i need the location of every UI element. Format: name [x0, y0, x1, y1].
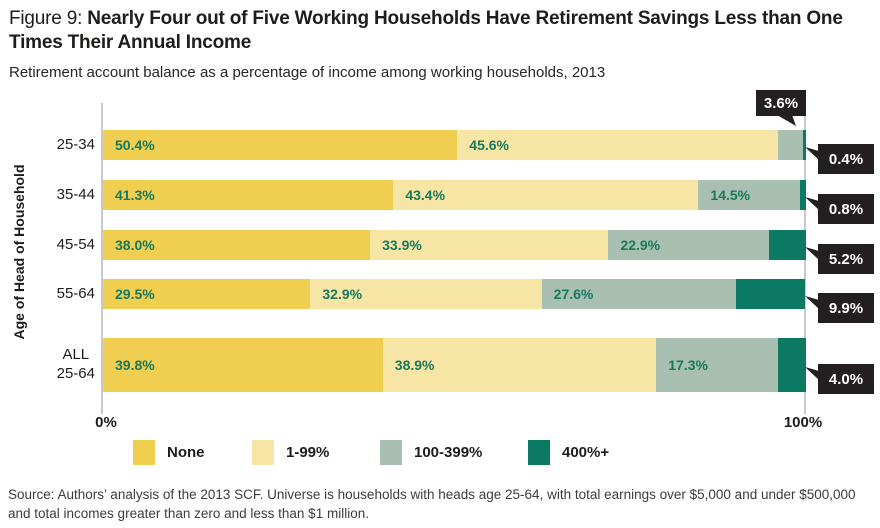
legend-label: None [167, 444, 205, 461]
bar-segment-1-99: 38.9% [382, 338, 657, 392]
segment-value-label: 22.9% [620, 237, 661, 253]
source-note: Source: Authors’ analysis of the 2013 SC… [8, 487, 856, 522]
legend-item-None: None [133, 440, 205, 465]
legend-label: 100-399% [414, 444, 483, 461]
segment-value-label: 14.5% [710, 187, 751, 203]
bar-segment-None: 29.5% [103, 279, 311, 309]
bar-segment-1-99: 45.6% [457, 130, 778, 160]
callout-pointer-icon [805, 367, 819, 380]
legend-swatch-icon [380, 440, 402, 465]
category-label: ALL 25-64 [15, 345, 95, 383]
segment-value-label: 29.5% [115, 286, 155, 302]
bar-segment-400+ [803, 130, 806, 160]
segment-value-label: 32.9% [322, 286, 363, 302]
segment-value-label: 17.3% [668, 357, 708, 373]
bar-segment-400+ [800, 180, 806, 210]
bar-row: 39.8% 38.9% 17.3% [103, 338, 806, 392]
segment-value-label: 43.4% [405, 187, 446, 203]
callout-pointer-icon [805, 296, 819, 309]
legend-label: 1-99% [286, 444, 330, 461]
figure-title-text: Nearly Four out of Five Working Househol… [9, 8, 843, 53]
callout-pointer-icon [805, 197, 819, 210]
legend-swatch-icon [528, 440, 550, 465]
segment-value-label: 39.8% [115, 357, 155, 373]
category-label: 45-54 [56, 235, 95, 253]
segment-value-label: 50.4% [115, 137, 155, 153]
callout-400plus-value: 9.9% [805, 293, 874, 323]
figure-title: Figure 9: Nearly Four out of Five Workin… [9, 7, 857, 55]
bar-segment-None: 41.3% [103, 180, 394, 210]
bar-segment-100-399: 27.6% [541, 279, 736, 309]
callout-100-399-value: 3.6% [756, 90, 806, 126]
axis-baseline-0-percent [101, 103, 103, 414]
legend-item-400+: 400%+ [528, 440, 609, 465]
bar-segment-400+ [769, 230, 806, 260]
segment-value-label: 41.3% [115, 187, 155, 203]
bar-segment-None: 50.4% [103, 130, 458, 160]
segment-value-label: 45.6% [469, 137, 509, 153]
callout-400plus-value: 5.2% [805, 244, 874, 274]
bar-segment-100-399 [777, 130, 804, 160]
callout-pointer-icon [805, 147, 819, 160]
bar-row: 29.5% 32.9% 27.6% [103, 279, 806, 309]
bar-segment-None: 39.8% [103, 338, 383, 392]
callout-pointer-icon [805, 247, 819, 260]
bar-segment-1-99: 43.4% [393, 180, 699, 210]
bar-segment-100-399: 17.3% [656, 338, 778, 392]
figure-subtitle: Retirement account balance as a percenta… [9, 64, 606, 81]
legend-item-100-399: 100-399% [380, 440, 482, 465]
bar-segment-1-99: 33.9% [370, 230, 609, 260]
bar-segment-100-399: 22.9% [608, 230, 770, 260]
bar-segment-None: 38.0% [103, 230, 371, 260]
segment-value-label: 27.6% [553, 286, 594, 302]
callout-pointer-icon [777, 115, 796, 126]
segment-value-label: 38.9% [394, 357, 435, 373]
legend-label: 400%+ [562, 444, 610, 461]
bar-row: 38.0% 33.9% 22.9% [103, 230, 806, 260]
segment-value-label: 33.9% [382, 237, 422, 253]
category-label-stack: ALL 25-64 [56, 346, 95, 382]
legend-item-1-99: 1-99% [252, 440, 329, 465]
bar-segment-400+ [777, 338, 806, 392]
legend-swatch-icon [252, 440, 274, 465]
bar-row: 41.3% 43.4% 14.5% [103, 180, 806, 210]
callout-400plus-value: 0.4% [805, 144, 874, 174]
bar-row: 50.4% 45.6% [103, 130, 806, 160]
figure-number-label: Figure 9: [9, 8, 88, 29]
x-tick-label-100: 100% [783, 414, 823, 431]
category-label: 55-64 [56, 284, 95, 302]
category-label: 35-44 [56, 185, 95, 203]
bar-segment-400+ [735, 279, 806, 309]
category-label: 25-34 [56, 135, 95, 153]
bar-segment-1-99: 32.9% [310, 279, 542, 309]
bar-segment-100-399: 14.5% [698, 180, 801, 210]
callout-400plus-value: 0.8% [805, 194, 874, 224]
segment-value-label: 38.0% [115, 237, 155, 253]
legend-swatch-icon [133, 440, 155, 465]
x-tick-label-0: 0% [95, 414, 117, 431]
callout-400plus-value: 4.0% [805, 364, 874, 394]
